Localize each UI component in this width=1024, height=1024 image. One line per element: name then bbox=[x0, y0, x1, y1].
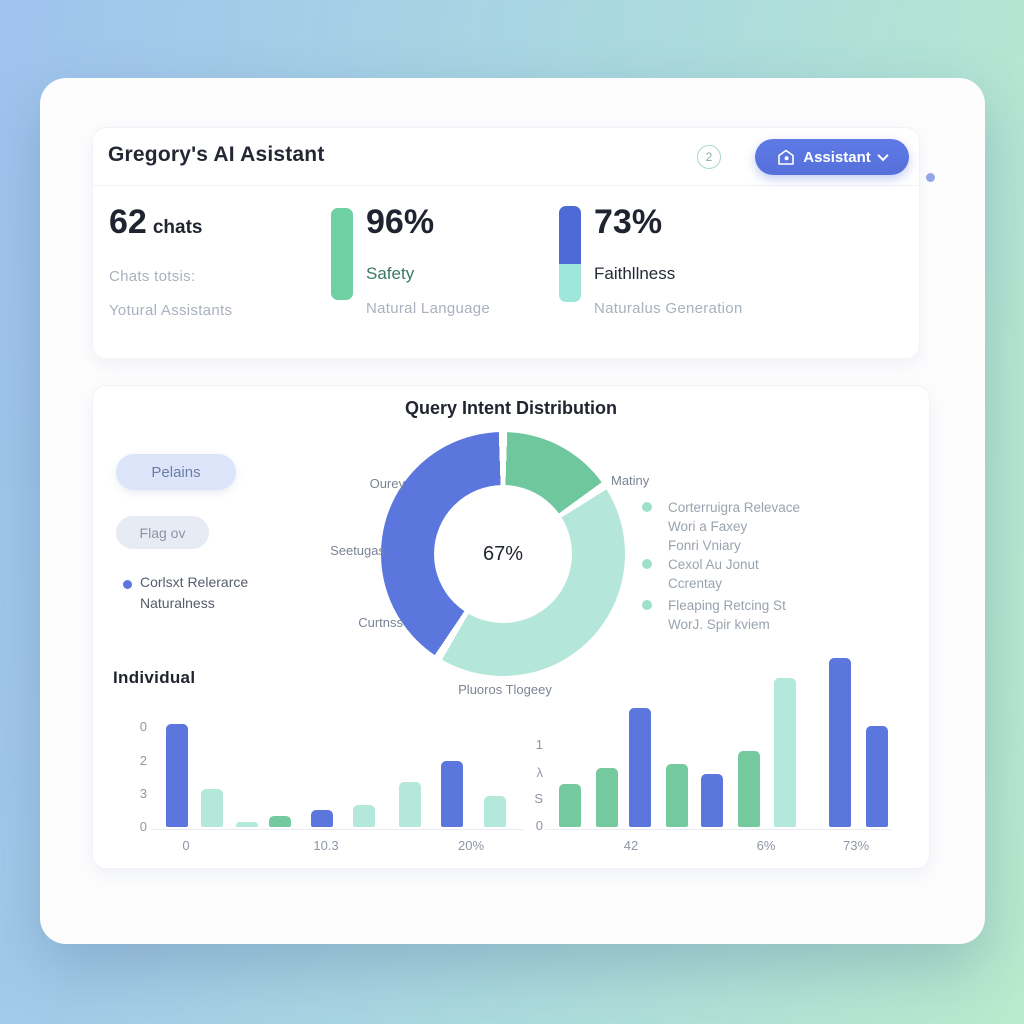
page-title: Gregory's AI Asistant bbox=[108, 143, 325, 166]
stat-faithfulness-sub: Naturalus Generation bbox=[594, 300, 743, 317]
stat-chats: 62 chats bbox=[109, 203, 202, 242]
bar[interactable] bbox=[829, 658, 851, 827]
home-icon bbox=[778, 149, 795, 165]
faithfulness-bar-bottom bbox=[559, 264, 581, 302]
x-tick: 6% bbox=[756, 838, 776, 853]
stat-safety-sub: Natural Language bbox=[366, 300, 491, 317]
stat-faithfulness-value: 73% bbox=[594, 203, 663, 241]
x-tick: 42 bbox=[623, 838, 639, 853]
donut-chart[interactable]: 67% bbox=[381, 432, 625, 676]
donut-center-label: 67% bbox=[434, 485, 572, 623]
right-legend-text: Cexol Au Jonut Ccrentay bbox=[668, 557, 759, 591]
bar[interactable] bbox=[596, 768, 618, 827]
assistant-button-label: Assistant bbox=[803, 148, 871, 166]
stat-chats-label: Chats totsis: bbox=[109, 268, 196, 285]
chart-title: Query Intent Distribution bbox=[404, 398, 617, 418]
left-legend-line2: Naturalness bbox=[140, 595, 215, 611]
y-tick: 3 bbox=[139, 786, 147, 801]
legend-dot-blue bbox=[123, 580, 132, 589]
y-tick-mid: λ bbox=[536, 765, 544, 780]
bar[interactable] bbox=[666, 764, 688, 827]
bar[interactable] bbox=[441, 761, 463, 827]
stat-chats-value: 62 bbox=[109, 203, 147, 241]
stat-chats-sub: Yotural Assistants bbox=[109, 302, 233, 319]
header-row: Gregory's AI Asistant 2 Assistant bbox=[93, 128, 919, 186]
bar-section-title: Individual bbox=[113, 668, 196, 687]
stat-faithfulness: 73% bbox=[594, 203, 662, 242]
safety-bar bbox=[331, 208, 353, 300]
legend-dot-teal bbox=[642, 559, 652, 569]
bar[interactable] bbox=[559, 784, 581, 827]
faithfulness-bar-top bbox=[559, 206, 581, 264]
x-tick: 10.3 bbox=[313, 838, 339, 853]
x-axis-left bbox=[151, 829, 523, 830]
stat-faithfulness-label: Faithllness bbox=[594, 264, 676, 283]
x-tick: 0 bbox=[182, 838, 190, 853]
bar[interactable] bbox=[399, 782, 421, 827]
filter-pill-1[interactable]: Pelains bbox=[116, 454, 236, 490]
x-tick: 73% bbox=[842, 838, 870, 853]
x-tick: 20% bbox=[457, 838, 485, 853]
donut-label-seetugas: Seetugas bbox=[330, 543, 385, 558]
right-legend-text: Fleaping Retcing St WorJ. Spir kviem bbox=[668, 598, 786, 632]
left-legend-line1: Corlsxt Relerarce bbox=[140, 574, 249, 590]
bar[interactable] bbox=[166, 724, 188, 827]
y-tick: 0 bbox=[139, 819, 147, 834]
stat-safety-label: Safety bbox=[366, 264, 415, 283]
right-legend-text: Corterruigra Relevace Wori a Faxey Fonri V… bbox=[668, 500, 801, 553]
chevron-down-icon bbox=[877, 149, 889, 162]
bar[interactable] bbox=[269, 816, 291, 827]
bar[interactable] bbox=[774, 678, 796, 827]
bar[interactable] bbox=[201, 789, 223, 827]
bar[interactable] bbox=[701, 774, 723, 827]
bar[interactable] bbox=[738, 751, 760, 827]
bar[interactable] bbox=[629, 708, 651, 827]
y-tick: 0 bbox=[139, 719, 147, 734]
donut-label-ourey: Ourey bbox=[369, 476, 405, 491]
bar[interactable] bbox=[353, 805, 375, 827]
y-tick: 2 bbox=[139, 753, 147, 768]
chart-card: Query Intent Distribution Pelains Flag o… bbox=[92, 385, 930, 869]
stat-chats-unit: chats bbox=[152, 217, 203, 238]
y-tick-mid: 0 bbox=[535, 818, 543, 833]
donut-label-curtnss: Curtnss bbox=[358, 615, 403, 630]
stat-safety: 96% bbox=[366, 203, 434, 242]
donut-label-bottom: Pluoros Tlogeey bbox=[458, 682, 552, 697]
left-legend: Corlsxt Relerarce Naturalness bbox=[140, 572, 248, 614]
x-axis-right bbox=[545, 829, 891, 830]
notification-badge[interactable]: 2 bbox=[697, 145, 721, 169]
stat-safety-value: 96% bbox=[366, 203, 435, 241]
legend-dot-teal bbox=[642, 600, 652, 610]
window-menu-dot bbox=[926, 173, 935, 182]
assistant-dropdown-button[interactable]: Assistant bbox=[755, 139, 909, 175]
bar[interactable] bbox=[311, 810, 333, 827]
header-stats-card: Gregory's AI Asistant 2 Assistant 62 chat… bbox=[92, 127, 920, 359]
filter-pill-2[interactable]: Flag ov bbox=[116, 516, 209, 549]
bar[interactable] bbox=[866, 726, 888, 827]
y-tick-mid: S bbox=[534, 791, 543, 806]
dashboard-window: Gregory's AI Asistant 2 Assistant 62 chat… bbox=[40, 78, 985, 944]
bar[interactable] bbox=[484, 796, 506, 827]
y-tick-mid: 1 bbox=[535, 737, 543, 752]
legend-dot-teal bbox=[642, 502, 652, 512]
donut-label-matiny: Matiny bbox=[611, 473, 650, 488]
bar[interactable] bbox=[236, 822, 258, 827]
